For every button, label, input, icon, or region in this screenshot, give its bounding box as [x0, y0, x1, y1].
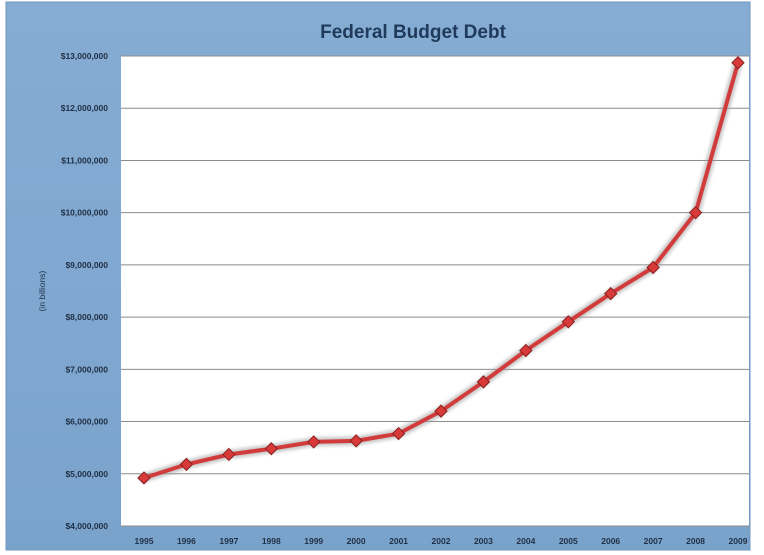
y-tick-label: $8,000,000 [65, 312, 108, 322]
data-point-marker [604, 286, 618, 301]
data-point-marker [688, 205, 703, 220]
data-point-marker [519, 343, 533, 358]
y-tick-label: $4,000,000 [65, 521, 108, 531]
y-tick-label: $9,000,000 [65, 260, 108, 270]
x-tick-label: 2006 [601, 536, 620, 546]
series-markers [137, 56, 745, 485]
y-tick-label: $12,000,000 [61, 103, 109, 113]
plot-area [121, 56, 749, 526]
data-point-marker [307, 435, 321, 449]
x-tick-label: 1999 [304, 536, 323, 546]
x-tick-label: 1998 [262, 536, 281, 546]
y-tick-labels: $4,000,000 $5,000,000 $6,000,000 $7,000,000… [61, 51, 109, 531]
data-point-marker [476, 375, 491, 389]
data-point-marker [137, 471, 151, 485]
y-tick-label: $6,000,000 [65, 417, 108, 427]
data-point-marker [264, 442, 278, 456]
x-tick-label: 1995 [135, 536, 154, 546]
data-point-marker [222, 447, 236, 462]
y-tick-label: $11,000,000 [61, 155, 108, 165]
x-tick-label: 2004 [516, 536, 535, 546]
x-tick-label: 2003 [474, 536, 493, 546]
x-tick-label: 2000 [347, 536, 366, 546]
y-tick-label: $7,000,000 [65, 364, 108, 374]
data-point-marker [731, 56, 745, 70]
x-tick-label: 2009 [729, 536, 748, 546]
data-point-marker [561, 315, 575, 329]
x-tick-label: 1997 [219, 536, 238, 546]
y-axis-label: (in billions) [37, 271, 47, 312]
x-tick-label: 2008 [686, 536, 705, 546]
data-point-marker [391, 426, 406, 441]
data-point-marker [349, 434, 363, 448]
y-tick-label: $13,000,000 [61, 51, 109, 61]
chart-title: Federal Budget Debt [320, 22, 506, 43]
x-tick-label: 2007 [644, 536, 663, 546]
x-tick-label: 2005 [559, 536, 578, 546]
x-tick-label: 2001 [389, 536, 408, 546]
y-tick-label: $10,000,000 [61, 208, 109, 218]
y-tick-label: $5,000,000 [65, 469, 108, 479]
gridlines [121, 55, 749, 527]
data-point-marker [646, 260, 660, 275]
x-tick-label: 1996 [177, 536, 196, 546]
data-point-marker [434, 404, 448, 418]
x-tick-label: 2002 [432, 536, 451, 546]
data-point-marker [179, 457, 194, 472]
x-tick-labels: 1995 1996 1997 1998 1999 2000 2001 2002 2003 2004… [135, 536, 748, 546]
